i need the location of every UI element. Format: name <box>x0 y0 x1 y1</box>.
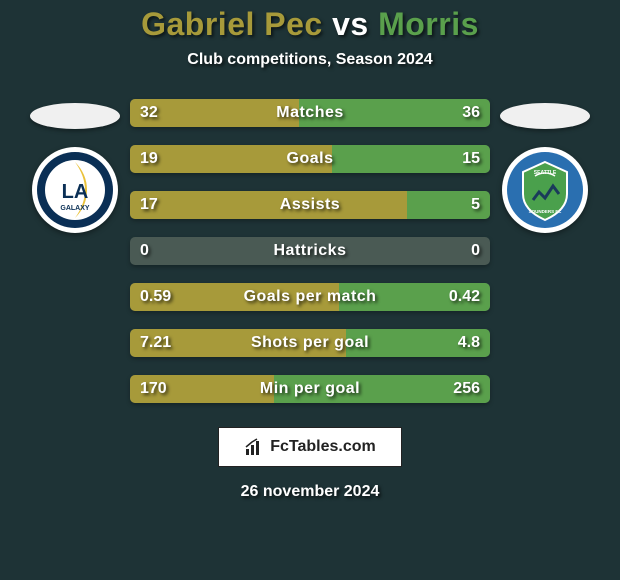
title-player2: Morris <box>378 6 479 42</box>
stat-bar: 1915Goals <box>130 145 490 173</box>
la-galaxy-icon: LA GALAXY <box>35 150 115 230</box>
svg-text:GALAXY: GALAXY <box>60 205 90 212</box>
right-side: SEATTLE SOUNDERS FC <box>490 99 600 233</box>
stat-label: Shots per goal <box>130 329 490 357</box>
svg-text:SEATTLE: SEATTLE <box>534 170 557 176</box>
stat-label: Assists <box>130 191 490 219</box>
footer-date: 26 november 2024 <box>241 483 380 501</box>
svg-text:LA: LA <box>62 181 89 203</box>
stat-bar: 3236Matches <box>130 99 490 127</box>
stat-label: Goals per match <box>130 283 490 311</box>
stat-label: Goals <box>130 145 490 173</box>
comparison-card: Gabriel Pec vs Morris Club competitions,… <box>0 0 620 580</box>
stat-label: Hattricks <box>130 237 490 265</box>
stat-bar: 170256Min per goal <box>130 375 490 403</box>
title-vs: vs <box>332 6 369 42</box>
right-ellipse <box>500 103 590 129</box>
stat-bar: 175Assists <box>130 191 490 219</box>
left-ellipse <box>30 103 120 129</box>
stat-label: Matches <box>130 99 490 127</box>
stat-bar: 00Hattricks <box>130 237 490 265</box>
stat-bar: 0.590.42Goals per match <box>130 283 490 311</box>
stat-label: Min per goal <box>130 375 490 403</box>
seattle-sounders-icon: SEATTLE SOUNDERS FC <box>505 150 585 230</box>
site-name: FcTables.com <box>270 438 376 456</box>
stat-bar: 7.214.8Shots per goal <box>130 329 490 357</box>
left-side: LA GALAXY <box>20 99 130 233</box>
stat-bars: 3236Matches 1915Goals 175Assists 00Hattrick… <box>130 99 490 403</box>
svg-text:SOUNDERS FC: SOUNDERS FC <box>529 209 563 214</box>
subtitle: Club competitions, Season 2024 <box>187 51 432 69</box>
right-team-crest: SEATTLE SOUNDERS FC <box>502 147 588 233</box>
site-logo: FcTables.com <box>218 427 402 467</box>
chart-icon <box>244 437 264 457</box>
left-team-crest: LA GALAXY <box>32 147 118 233</box>
page-title: Gabriel Pec vs Morris <box>141 6 479 43</box>
title-player1: Gabriel Pec <box>141 6 323 42</box>
main-area: LA GALAXY 3236Matches 1915Goals 175Assists… <box>0 99 620 403</box>
